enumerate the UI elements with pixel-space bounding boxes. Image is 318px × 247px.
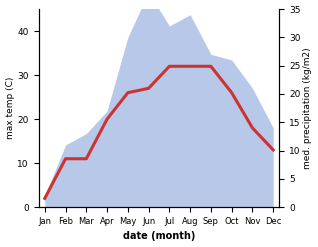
X-axis label: date (month): date (month) xyxy=(123,231,195,242)
Y-axis label: med. precipitation (kg/m2): med. precipitation (kg/m2) xyxy=(303,47,313,169)
Y-axis label: max temp (C): max temp (C) xyxy=(5,77,15,139)
